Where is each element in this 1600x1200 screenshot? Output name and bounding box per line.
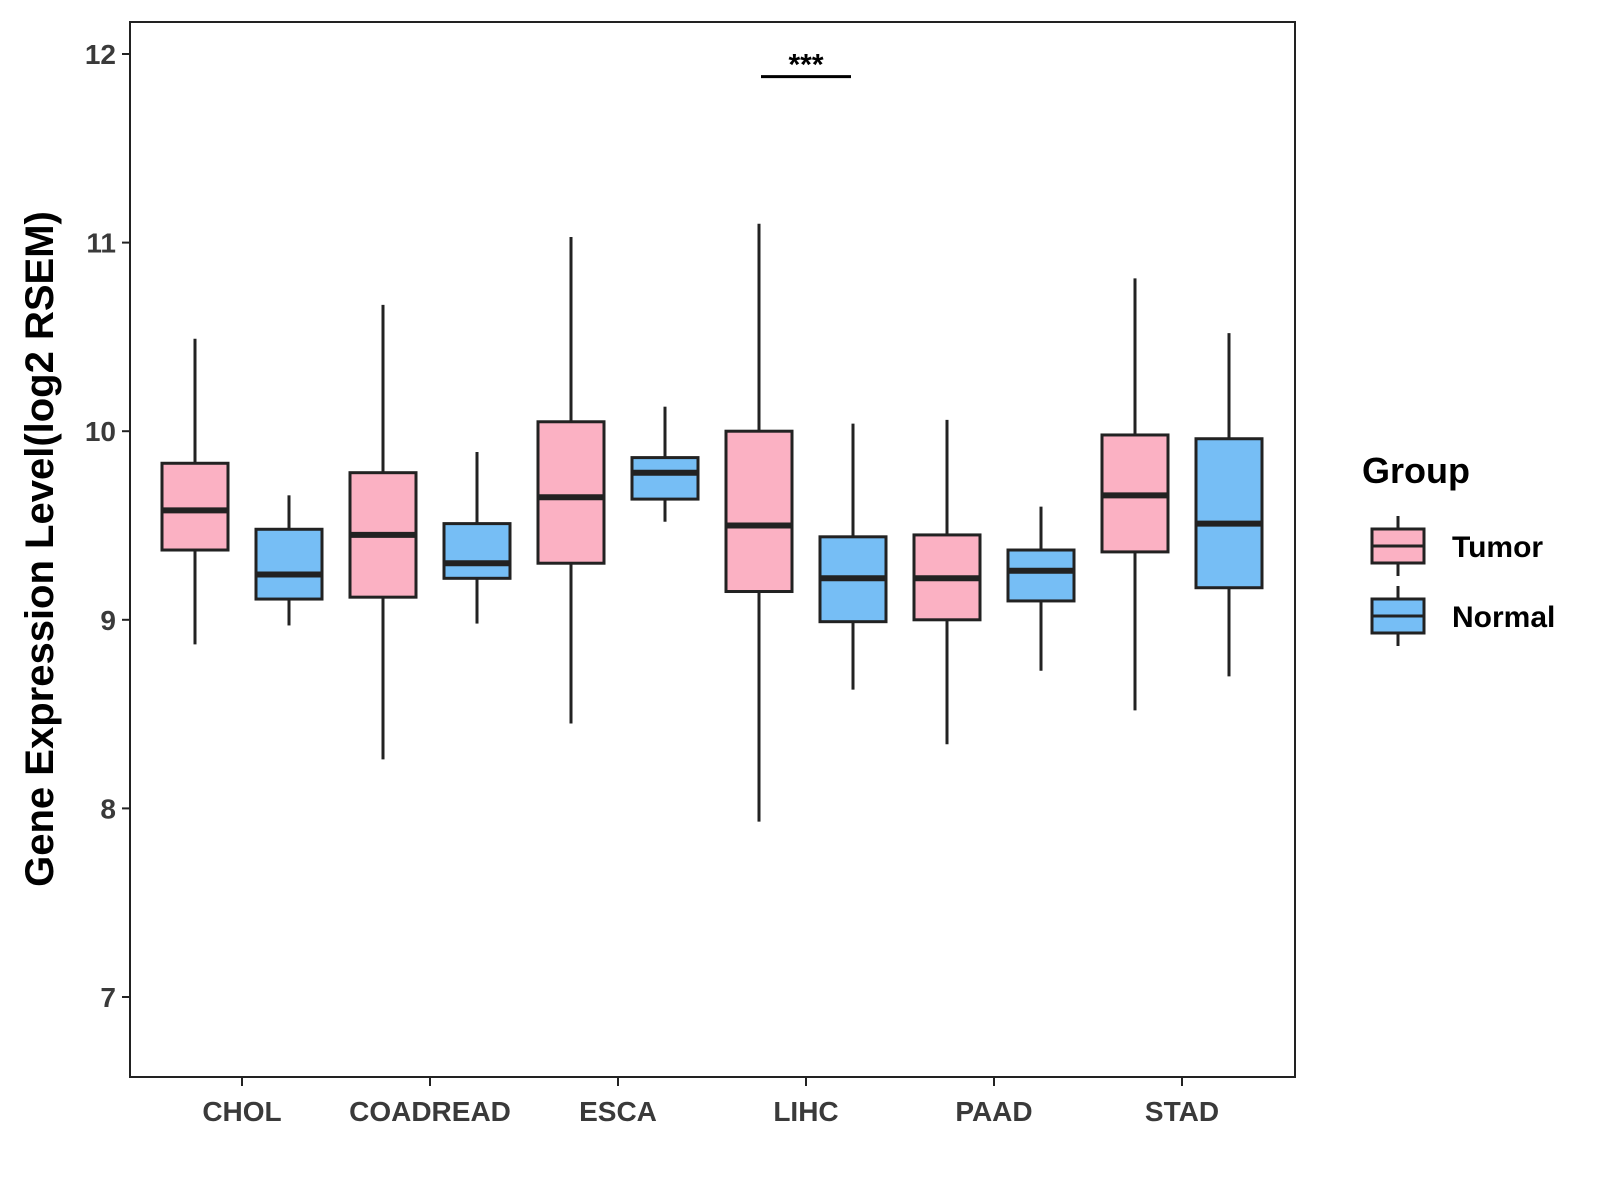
box-iqr (160, 461, 230, 552)
box-iqr (1006, 548, 1076, 603)
box-tumor-paad (912, 419, 982, 745)
y-tick-label: 7 (100, 982, 116, 1013)
x-tick-label-coadread: COADREAD (349, 1096, 511, 1127)
x-tick-label-chol: CHOL (202, 1096, 281, 1127)
annotation-layer: *** (761, 49, 851, 82)
box-normal-coadread (442, 451, 512, 624)
legend-item-normal: Normal (1370, 586, 1555, 646)
boxes-layer (160, 223, 1264, 822)
y-tick-label: 10 (85, 416, 116, 447)
box-iqr (630, 456, 700, 501)
box-iqr (254, 527, 324, 601)
x-tick-label-paad: PAAD (955, 1096, 1032, 1127)
box-iqr (442, 522, 512, 580)
y-tick-label: 9 (100, 605, 116, 636)
box-normal-esca (630, 406, 700, 522)
y-axis-title: Gene Expression Level(log2 RSEM) (18, 211, 62, 887)
y-axis: 7 8 9 10 11 12 (85, 39, 130, 1013)
box-normal-stad (1194, 333, 1264, 677)
box-tumor-esca (536, 236, 606, 724)
legend: Group Tumor Normal (1362, 450, 1555, 646)
box-tumor-chol (160, 338, 230, 645)
box-normal-lihc (818, 423, 888, 690)
box-tumor-stad (1100, 278, 1170, 711)
box-normal-paad (1006, 506, 1076, 671)
legend-label-tumor: Tumor (1452, 531, 1543, 564)
legend-title: Group (1362, 450, 1470, 491)
legend-item-tumor: Tumor (1370, 516, 1543, 576)
significance-label: *** (788, 49, 823, 82)
y-tick-label: 11 (86, 228, 116, 259)
box-tumor-coadread (348, 304, 418, 760)
y-tick-label: 8 (100, 793, 116, 824)
box-iqr (1194, 437, 1264, 590)
x-tick-label-esca: ESCA (579, 1096, 657, 1127)
box-iqr (536, 420, 606, 565)
box-iqr (724, 429, 794, 594)
x-tick-label-lihc: LIHC (773, 1096, 838, 1127)
box-tumor-lihc (724, 223, 794, 822)
x-axis: CHOL COADREAD ESCA LIHC PAAD STAD (202, 1077, 1219, 1127)
plot-border (129, 21, 1296, 1078)
box-normal-chol (254, 495, 324, 626)
x-tick-label-stad: STAD (1145, 1096, 1219, 1127)
y-tick-label: 12 (85, 39, 116, 70)
legend-label-normal: Normal (1452, 601, 1555, 634)
